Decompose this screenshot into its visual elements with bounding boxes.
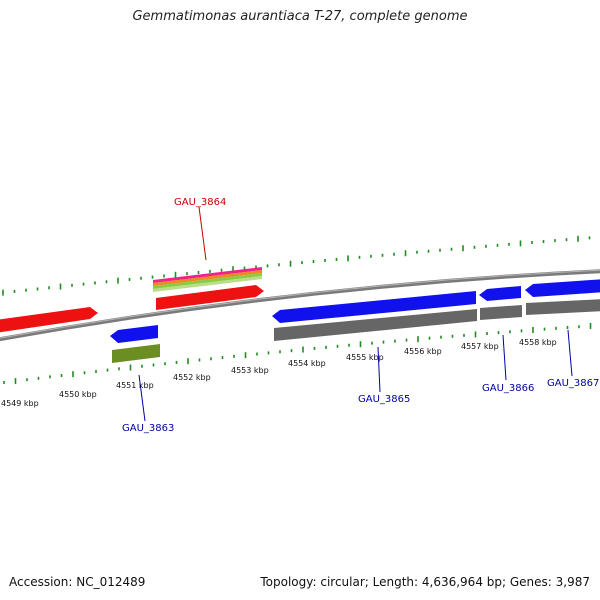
- genome-summary-text: Topology: circular; Length: 4,636,964 bp…: [260, 575, 590, 589]
- gene-label-gau-3866[interactable]: GAU_3866: [482, 383, 534, 394]
- gene-label-gau-3863[interactable]: GAU_3863: [122, 423, 174, 434]
- accession-text: Accession: NC_012489: [9, 575, 146, 589]
- gene-gau-3865-leader: [377, 346, 381, 393]
- gene-gau-3863-leader: [138, 374, 146, 422]
- genome-backbone: [0, 269, 600, 342]
- gene-gau-3863-rna[interactable]: [112, 344, 160, 363]
- map-title: Gemmatimonas aurantiaca T-27, complete g…: [132, 9, 468, 24]
- tick-label: 4554 kbp: [288, 359, 326, 368]
- gene-gau-3867-cds[interactable]: [525, 279, 600, 297]
- forward-cds-left[interactable]: [0, 307, 98, 333]
- gene-gau-3864-rna-orange: [153, 270, 262, 286]
- tick-label: 4552 kbp: [173, 373, 211, 382]
- tick-label: 4555 kbp: [346, 353, 384, 362]
- outer-tick-ring: [2, 235, 591, 296]
- tick-label: 4551 kbp: [116, 381, 154, 390]
- genome-backbone-highlight: [0, 269, 600, 339]
- gene-gau-3867-gene[interactable]: [526, 299, 600, 315]
- gene-gau-3866-cds[interactable]: [479, 286, 521, 301]
- inner-tick-ring: [3, 322, 592, 385]
- gene-gau-3866-leader: [502, 334, 507, 381]
- gene-gau-3864-rna-pink: [153, 267, 262, 283]
- tick-label: 4558 kbp: [519, 338, 557, 347]
- tick-label: 4550 kbp: [59, 390, 97, 399]
- gene-label-gau-3865[interactable]: GAU_3865: [358, 394, 410, 405]
- gene-gau-3866-gene[interactable]: [480, 305, 522, 320]
- gene-gau-3867-leader: [567, 329, 573, 377]
- tick-label: 4549 kbp: [1, 399, 39, 408]
- gene-gau-3863-cds[interactable]: [110, 325, 158, 343]
- gene-label-gau-3864[interactable]: GAU_3864: [174, 197, 226, 208]
- gene-gau-3865-gene[interactable]: [274, 309, 477, 341]
- gene-gau-3864-rna-lightgreen: [153, 276, 262, 292]
- gene-gau-3864-rna-green: [153, 273, 262, 289]
- gene-label-gau-3867[interactable]: GAU_3867: [547, 378, 599, 389]
- gene-gau-3865-cds[interactable]: [272, 291, 476, 323]
- tick-label: 4557 kbp: [461, 342, 499, 351]
- tick-label: 4553 kbp: [231, 366, 269, 375]
- gene-gau-3864-cds[interactable]: [156, 285, 264, 310]
- tick-label: 4556 kbp: [404, 347, 442, 356]
- gene-gau-3864-leader: [198, 206, 207, 261]
